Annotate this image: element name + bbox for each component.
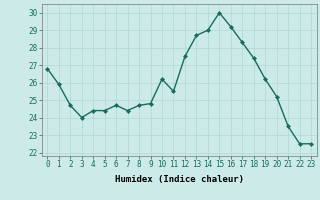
X-axis label: Humidex (Indice chaleur): Humidex (Indice chaleur) (115, 175, 244, 184)
